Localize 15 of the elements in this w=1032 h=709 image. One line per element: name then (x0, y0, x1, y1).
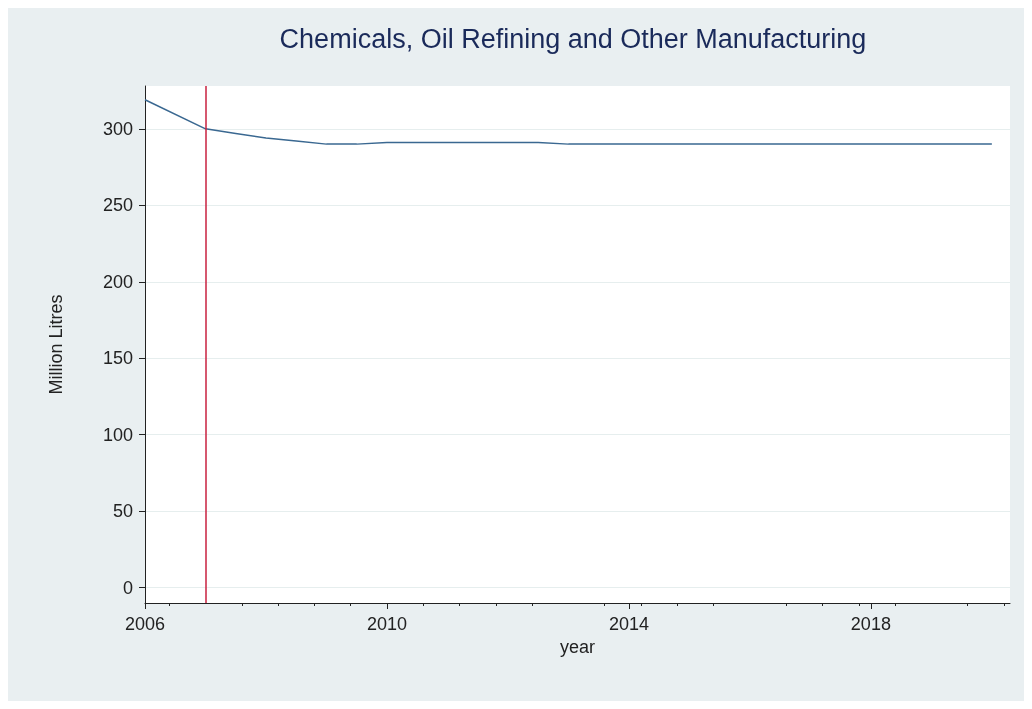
y-tick-label: 150 (102, 348, 133, 369)
x-tick-label: 2018 (850, 614, 891, 634)
y-tick-label: 200 (102, 271, 133, 292)
y-tick-label: 100 (102, 424, 133, 445)
x-tick-label: 2010 (366, 614, 407, 634)
y-tick-label: 50 (112, 501, 133, 522)
y-tick-label: 300 (102, 118, 133, 139)
x-tick-label: 2006 (124, 614, 166, 634)
y-tick-label: 0 (122, 577, 133, 598)
chart-title: Chemicals, Oil Refining and Other Manufacturing (279, 23, 867, 54)
x-axis-title: year (559, 636, 596, 657)
y-axis-title: Million Litres (46, 294, 66, 395)
y-tick-label: 250 (102, 195, 133, 216)
x-tick-label: 2014 (608, 614, 649, 634)
line-series (144, 99, 993, 145)
